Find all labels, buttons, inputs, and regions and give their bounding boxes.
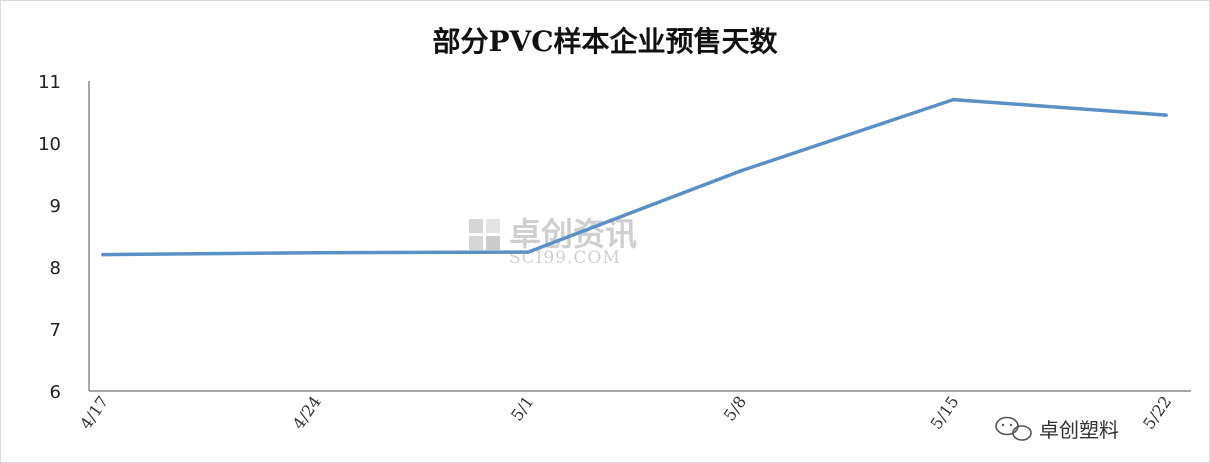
x-tick-label: 5/1 [507,392,537,424]
y-tick-label: 6 [50,382,61,403]
series-line [101,97,1168,257]
data-point [1164,113,1168,117]
watermark-text-en: SCI99.COM [509,248,621,268]
data-point [313,250,318,255]
x-tick-label: 5/15 [926,392,962,432]
x-tick-label: 5/22 [1139,392,1175,432]
brand-text: 卓创塑料 [1039,418,1119,442]
axes: 6 7 8 9 10 11 4/17 4/24 5/1 5/8 5/15 5/22 [38,72,1191,433]
data-point [101,252,105,257]
y-tick-label: 11 [38,72,61,93]
y-tick-label: 10 [38,134,61,155]
data-point [951,97,956,102]
x-tick-label: 5/8 [720,392,750,424]
y-tick-label: 8 [50,258,61,279]
data-point [526,250,530,254]
brand-badge: 卓创塑料 [995,416,1119,442]
data-point [739,169,743,173]
x-tick-label: 4/24 [289,392,325,432]
chart-title: 部分PVC样本企业预售天数 [432,25,778,58]
x-tick-label: 4/17 [76,392,112,432]
y-tick-label: 7 [50,320,61,341]
y-tick-label: 9 [50,196,61,217]
watermark: 卓创资讯 SCI99.COM [469,215,637,268]
series-marks [101,97,1168,257]
watermark-logo-icon [469,219,500,250]
wechat-icon [995,416,1032,441]
